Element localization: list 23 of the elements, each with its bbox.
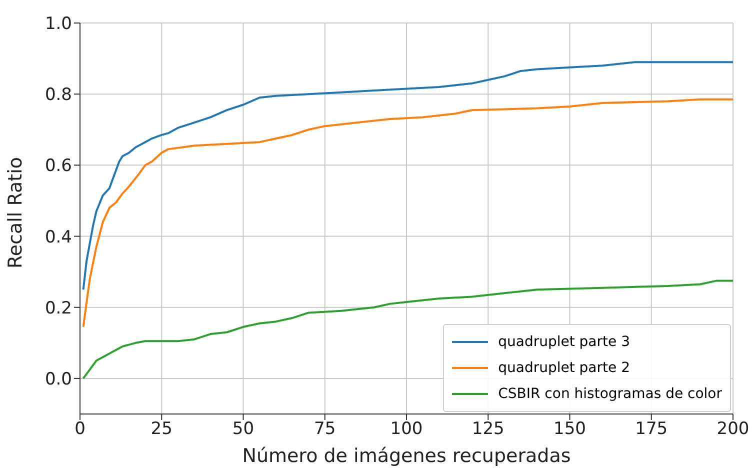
- y-tick-label: 0.6: [44, 156, 72, 176]
- legend-label: quadruplet parte 2: [498, 360, 630, 376]
- y-tick-label: 0.0: [44, 369, 72, 390]
- line-series: [82, 61, 733, 291]
- x-tick-label: 75: [314, 419, 336, 440]
- y-tick-label: 0.2: [44, 298, 72, 318]
- x-tick-label: 50: [232, 419, 254, 440]
- x-tick-label: 100: [390, 419, 423, 440]
- x-tick-label: 175: [635, 419, 668, 440]
- x-tick-label: 0: [74, 419, 86, 440]
- y-tick-label: 0.8: [44, 85, 72, 106]
- x-tick-label: 200: [716, 419, 750, 440]
- x-tick-label: 150: [554, 419, 586, 440]
- line-series: [82, 280, 733, 380]
- legend-label: CSBIR con histogramas de color: [498, 386, 722, 402]
- line-series: [82, 98, 733, 328]
- y-axis-title: Recall Ratio: [4, 156, 27, 268]
- x-tick-label: 25: [150, 419, 172, 440]
- legend-label: quadruplet parte 3: [498, 334, 630, 350]
- y-tick-label: 1.0: [44, 14, 72, 34]
- x-tick-label: 125: [472, 419, 504, 440]
- y-tick-label: 0.4: [44, 227, 72, 248]
- x-axis-title: Número de imágenes recuperadas: [242, 445, 571, 467]
